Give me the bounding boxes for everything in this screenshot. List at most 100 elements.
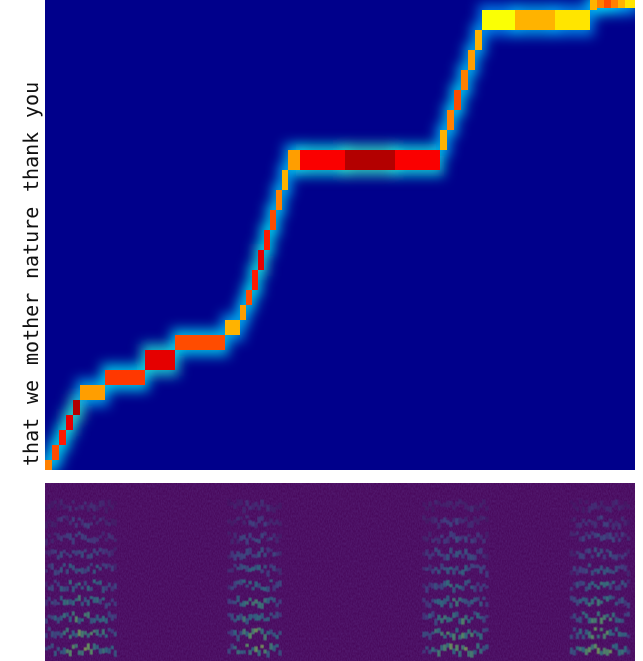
spectrogram-energy [51,643,54,649]
spectrogram-energy [57,617,60,624]
spectrogram-energy [618,538,621,543]
spectrogram-energy [233,532,237,539]
spectrogram-energy [464,536,468,543]
spectrogram-energy [266,597,270,604]
spectrogram-energy [603,569,606,575]
spectrogram-energy [96,581,99,585]
spectrogram-energy [266,650,270,658]
spectrogram-energy [455,518,459,525]
spectrogram-energy [233,554,237,561]
spectrogram-energy [603,554,606,560]
spectrogram-energy [600,535,603,542]
spectrogram-energy [428,517,432,522]
spectrogram-energy [428,633,432,640]
spectrogram-energy [440,534,444,538]
spectrogram-energy [269,612,273,616]
spectrogram-energy [266,504,270,512]
spectrogram-noise [45,483,635,661]
spectrogram-energy [51,501,54,508]
spectrogram-energy [461,645,465,650]
spectrogram-energy [87,554,90,559]
spectrogram-energy [105,617,108,624]
spectrogram-energy [588,631,591,639]
spectrogram-energy [612,570,615,575]
spectrogram-energy [81,586,84,590]
spectrogram-energy [594,532,597,539]
spectrogram-energy [84,580,87,586]
spectrogram-energy [570,518,573,523]
spectrogram-energy [78,505,81,510]
spectrogram-energy [425,614,429,620]
spectrogram-energy [627,611,630,617]
spectrogram-energy [102,516,105,521]
spectrogram-energy [458,634,462,640]
spectrogram-energy [612,644,615,649]
spectrogram-energy [254,554,258,559]
spectrogram-energy [473,649,477,655]
spectrogram-energy [227,531,231,536]
spectrogram-energy [467,650,471,657]
spectrogram-energy [275,634,279,640]
spectrogram-energy [78,517,81,521]
spectrogram-energy [248,567,252,572]
spectrogram-energy [618,618,621,623]
spectrogram-energy [51,563,54,570]
spectrogram-energy [443,634,447,639]
spectrogram-energy [621,532,624,538]
spectrogram-energy [78,568,81,572]
spectrogram-energy [476,518,480,525]
spectrogram-energy [105,548,108,554]
spectrogram-energy [278,502,282,510]
spectrogram-energy [60,615,63,621]
spectrogram-energy [78,582,81,586]
spectrogram-energy [245,631,249,637]
spectrogram-energy [443,502,447,508]
spectrogram-energy [69,533,72,541]
spectrogram-energy [239,579,243,586]
spectrogram-energy [236,595,240,603]
spectrogram-energy [242,520,246,525]
spectrogram-energy [236,566,240,570]
spectrogram-energy [60,567,63,573]
spectrogram-energy [591,570,594,576]
spectrogram-energy [75,583,78,589]
spectrogram-energy [597,599,600,606]
spectrogram-energy [455,600,459,607]
spectrogram-energy [482,538,486,544]
spectrogram-energy [254,581,258,588]
spectrogram-energy [248,505,252,510]
spectrogram-energy [440,553,444,557]
spectrogram-energy [594,627,597,631]
spectrogram-energy [54,549,57,554]
spectrogram-energy [248,649,252,655]
spectrogram-energy [45,550,48,555]
spectrogram-energy [248,520,252,526]
spectrogram-energy [54,500,57,504]
spectrogram-energy [576,506,579,512]
spectrogram-energy [473,504,477,509]
spectrogram-energy [591,644,594,650]
spectrogram-energy [99,500,102,508]
spectrogram-energy [609,506,612,513]
spectrogram-energy [227,631,231,635]
spectrogram-energy [51,549,54,555]
spectrogram-energy [260,628,264,635]
spectrogram-energy [591,531,594,536]
spectrogram-energy [606,532,609,540]
spectrogram-energy [93,504,96,512]
spectrogram-energy [458,570,462,575]
spectrogram-energy [428,582,432,588]
spectrogram-energy [618,584,621,591]
spectrogram-energy [612,612,615,618]
spectrogram-energy [585,586,588,592]
spectrogram-energy [476,564,480,569]
spectrogram-energy [479,616,483,620]
spectrogram-energy [227,598,231,604]
spectrogram-energy [576,531,579,536]
spectrogram-energy [266,586,270,592]
spectrogram-energy [269,537,273,541]
spectrogram-energy [455,627,459,633]
spectrogram-energy [45,618,48,624]
spectrogram-energy [272,522,276,526]
spectrogram-energy [624,533,627,537]
